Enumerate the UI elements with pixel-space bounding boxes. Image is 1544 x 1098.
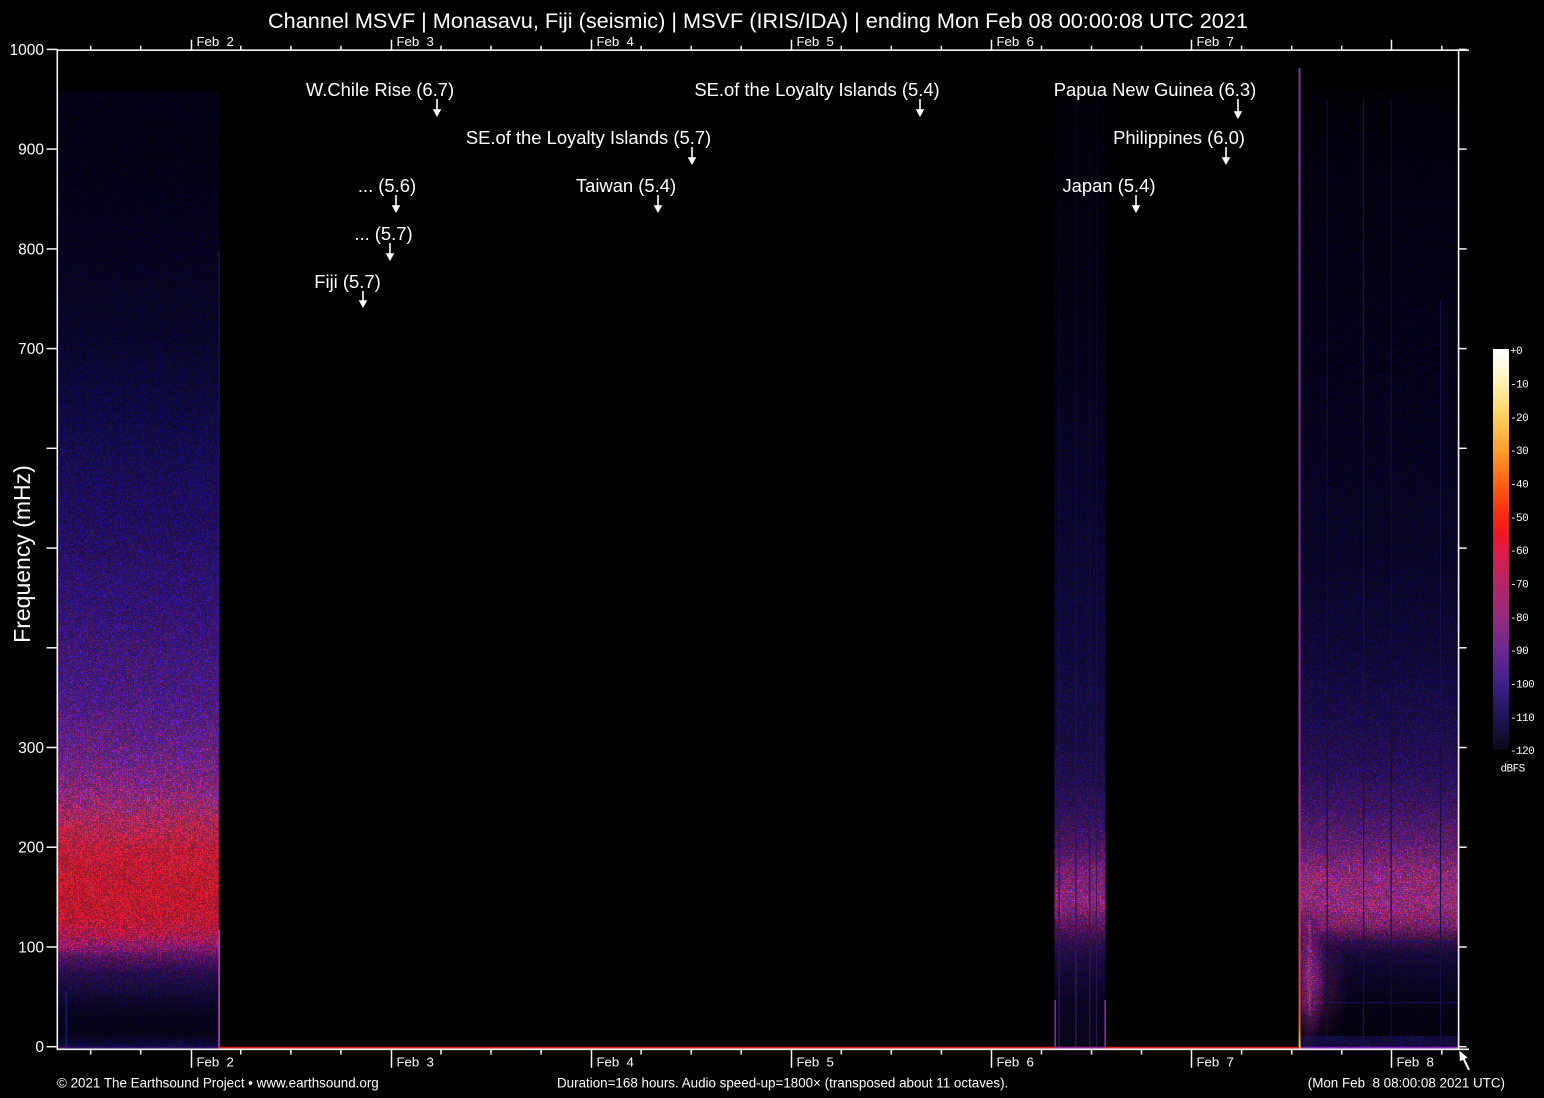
svg-text:-120: -120 [1510, 746, 1534, 758]
svg-text:700: 700 [18, 341, 44, 358]
svg-text:Feb 4: Feb 4 [597, 1054, 634, 1069]
svg-text:SE.of the Loyalty Islands (5.4: SE.of the Loyalty Islands (5.4) [694, 79, 939, 100]
svg-text:Feb 2: Feb 2 [197, 34, 234, 49]
svg-text:Feb 3: Feb 3 [397, 1054, 434, 1069]
svg-text:Feb 5: Feb 5 [797, 1054, 834, 1069]
svg-text:800: 800 [18, 241, 44, 258]
svg-text:W.Chile Rise (6.7): W.Chile Rise (6.7) [306, 79, 454, 100]
svg-text:-80: -80 [1510, 613, 1528, 625]
svg-text:-20: -20 [1510, 413, 1528, 425]
svg-text:SE.of the Loyalty Islands (5.7: SE.of the Loyalty Islands (5.7) [466, 127, 711, 148]
svg-text:Feb 8: Feb 8 [1397, 1054, 1434, 1069]
svg-text:-100: -100 [1510, 680, 1534, 692]
svg-text:Frequency (mHz): Frequency (mHz) [9, 465, 35, 643]
svg-text:© 2021 The Earthsound Project: © 2021 The Earthsound Project • www.eart… [57, 1076, 379, 1091]
svg-text:-30: -30 [1510, 446, 1528, 458]
svg-text:Feb 7: Feb 7 [1197, 34, 1234, 49]
svg-text:100: 100 [18, 940, 44, 957]
svg-text:200: 200 [18, 840, 44, 857]
svg-text:0: 0 [35, 1039, 44, 1056]
svg-text:Feb 6: Feb 6 [997, 34, 1034, 49]
svg-text:Feb 3: Feb 3 [397, 34, 434, 49]
svg-text:Fiji (5.7): Fiji (5.7) [314, 271, 380, 292]
svg-text:-60: -60 [1510, 546, 1528, 558]
svg-text:Feb 4: Feb 4 [597, 34, 634, 49]
svg-text:-10: -10 [1510, 380, 1528, 392]
svg-text:... (5.7): ... (5.7) [354, 223, 412, 244]
svg-text:Duration=168 hours. Audio spee: Duration=168 hours. Audio speed-up=1800×… [557, 1076, 1008, 1091]
svg-text:Papua New Guinea (6.3): Papua New Guinea (6.3) [1054, 79, 1256, 100]
svg-text:-90: -90 [1510, 646, 1528, 658]
svg-text:-50: -50 [1510, 513, 1528, 525]
svg-text:... (5.6): ... (5.6) [358, 175, 416, 196]
svg-text:Japan (5.4): Japan (5.4) [1062, 175, 1155, 196]
svg-text:-40: -40 [1510, 480, 1528, 492]
svg-text:-70: -70 [1510, 580, 1528, 592]
svg-text:(Mon Feb 8 08:00:08 2021 UTC): (Mon Feb 8 08:00:08 2021 UTC) [1308, 1076, 1505, 1091]
svg-text:+0: +0 [1510, 346, 1522, 358]
svg-text:Feb 6: Feb 6 [997, 1054, 1034, 1069]
svg-text:Taiwan (5.4): Taiwan (5.4) [576, 175, 676, 196]
svg-text:Channel MSVF | Monasavu, Fiji: Channel MSVF | Monasavu, Fiji (seismic) … [268, 8, 1248, 33]
svg-text:1000: 1000 [10, 42, 45, 59]
svg-text:-110: -110 [1510, 713, 1534, 725]
svg-text:900: 900 [18, 142, 44, 159]
svg-text:Feb 5: Feb 5 [797, 34, 834, 49]
svg-text:dBFS: dBFS [1501, 764, 1526, 776]
svg-text:Philippines (6.0): Philippines (6.0) [1113, 127, 1245, 148]
svg-text:Feb 2: Feb 2 [197, 1054, 234, 1069]
svg-text:300: 300 [18, 740, 44, 757]
svg-text:Feb 7: Feb 7 [1197, 1054, 1234, 1069]
